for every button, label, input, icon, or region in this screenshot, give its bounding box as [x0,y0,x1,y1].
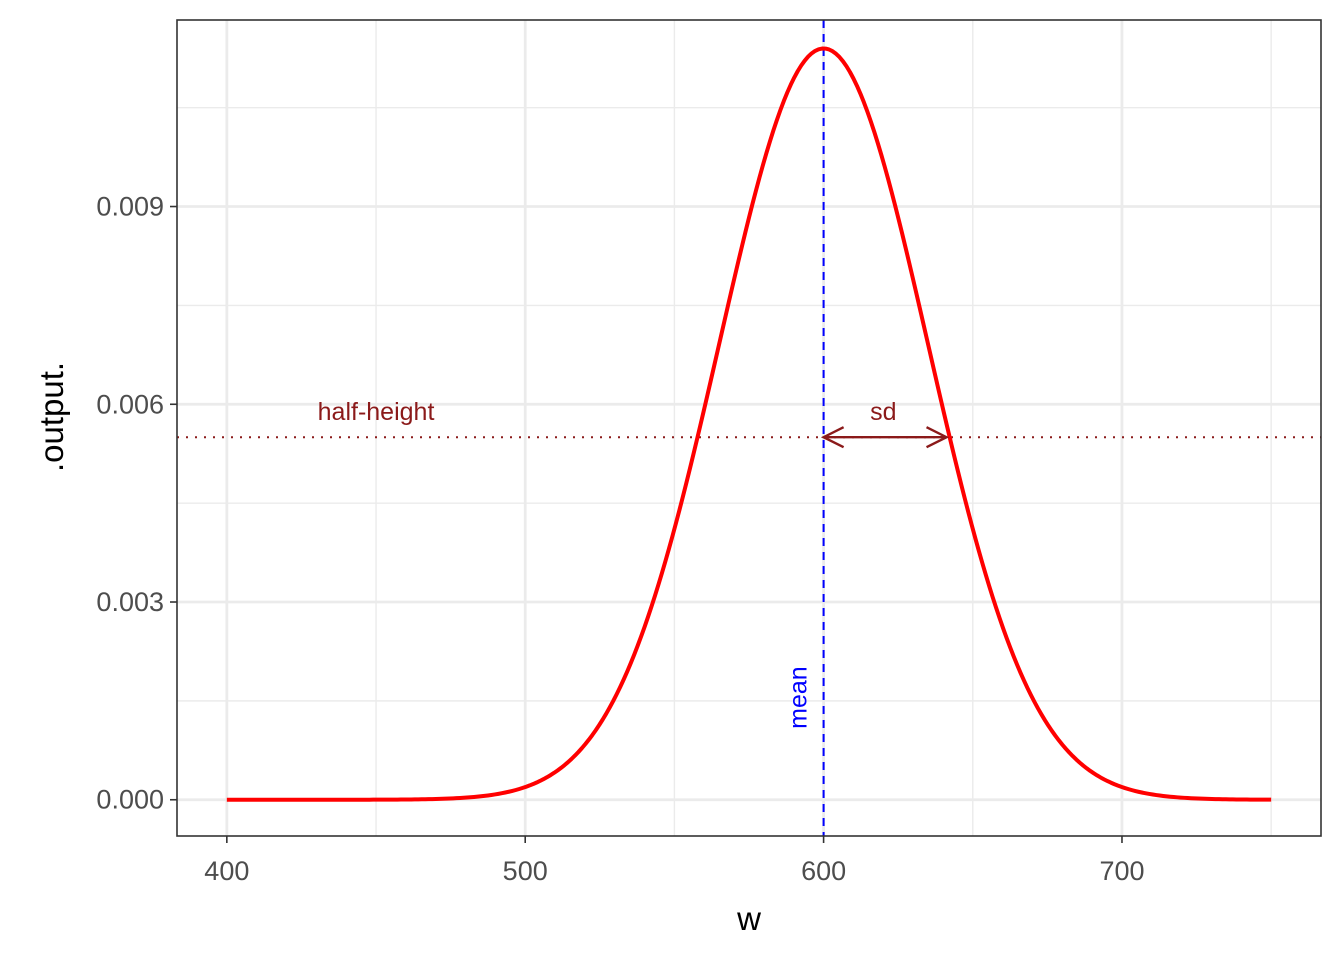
sd-label: sd [870,398,896,426]
x-axis-title: w [736,900,761,937]
x-tick-label: 500 [503,856,548,886]
x-axis: 400 500 600 700 [204,836,1145,886]
grid-major [177,20,1321,836]
y-axis: 0.000 0.003 0.006 0.009 [96,192,177,815]
y-axis-title: .output. [33,362,70,472]
y-tick-label: 0.009 [96,192,164,222]
series-layer [226,46,1272,802]
y-tick-label: 0.000 [96,785,164,815]
sd-arrow-head-left [820,426,845,449]
mean-label: mean [785,666,813,729]
panel-border [176,19,1322,837]
x-tick-label: 400 [204,856,249,886]
y-tick-label: 0.003 [96,587,164,617]
half-height-label: half-height [318,398,435,426]
y-tick-label: 0.006 [96,389,164,419]
annotation-lines [177,20,1321,836]
grid-minor [177,20,1321,836]
sd-arrow-head-right [925,426,950,449]
density-curve [226,46,1272,802]
annotation-labels: sd half-height mean [318,398,950,729]
x-tick-label: 600 [801,856,846,886]
x-tick-label: 700 [1099,856,1144,886]
